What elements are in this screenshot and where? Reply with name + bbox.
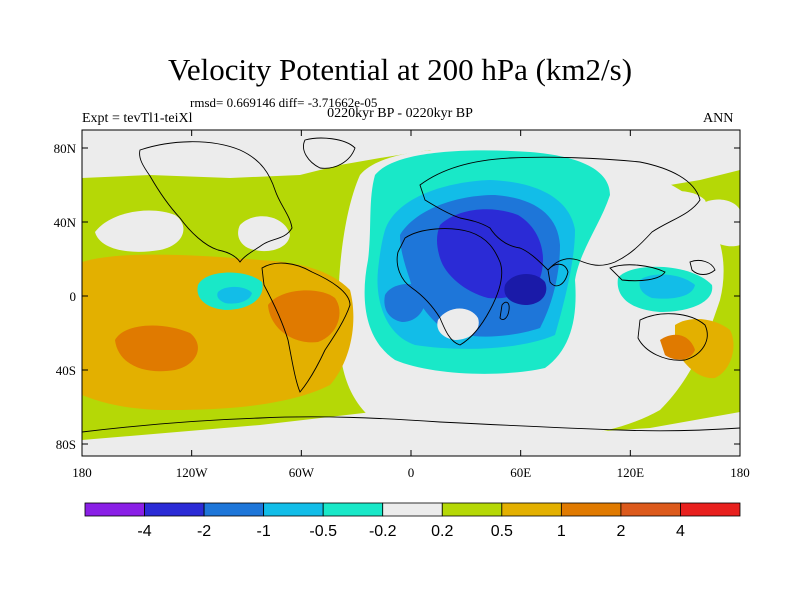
colorbar-level-label: 2 <box>616 523 625 540</box>
colorbar-level-label: 4 <box>676 523 685 540</box>
lon-tick-label: 60E <box>510 465 531 480</box>
season-label: ANN <box>703 111 734 126</box>
colorbar-level-label: -0.2 <box>369 523 397 540</box>
contour-pos-0.5-east-pacific <box>82 254 354 410</box>
contour-neg-1-west-pacific <box>639 274 695 299</box>
contour-near-zero-caribbean <box>238 216 290 252</box>
colorbar-swatch <box>620 502 681 517</box>
colorbar-level-label: 0.5 <box>491 523 513 540</box>
colorbar-swatch <box>560 502 622 517</box>
contour-pos-1-south-pacific <box>115 325 198 372</box>
colorbar-swatch <box>680 502 741 517</box>
lon-tick-label: 120W <box>176 465 209 480</box>
contour-near-zero-pacific <box>95 210 184 252</box>
map-title: Velocity Potential at 200 hPa (km2/s) <box>167 52 633 87</box>
contour-near-zero-southern-africa <box>437 308 479 340</box>
lon-tick-label: 180 <box>730 465 750 480</box>
lon-tick-label: 0 <box>408 465 415 480</box>
contour-neg-1-gulf-guinea <box>384 284 426 322</box>
lat-tick-label: 80N <box>54 141 77 156</box>
experiment-label: Expt = tevTl1-teiXl <box>82 111 193 126</box>
contour-near-zero-east-asia <box>640 190 715 230</box>
lon-tick-label: 180 <box>72 465 92 480</box>
colorbar <box>84 502 741 517</box>
colorbar-labels: -4 -2 -1 -0.5 -0.2 0.2 0.5 1 2 4 <box>137 523 685 540</box>
colorbar-level-label: -1 <box>257 523 271 540</box>
contour-neg-1-east-pacific <box>217 286 252 304</box>
coastlines <box>82 137 740 433</box>
lat-tick-label: 80S <box>56 437 76 452</box>
lat-tick-label: 0 <box>70 289 77 304</box>
colorbar-swatch <box>144 502 205 517</box>
colorbar-swatch <box>322 502 384 517</box>
contour-field <box>82 130 740 456</box>
colorbar-swatch <box>263 502 324 517</box>
colorbar-level-label: -2 <box>197 523 211 540</box>
lat-tick-label: 40N <box>54 215 77 230</box>
contour-pos-1-coral-sea <box>660 334 695 360</box>
colorbar-swatch <box>382 502 443 517</box>
contour-neg-4-indian-ocean <box>504 274 547 305</box>
colorbar-swatch <box>501 502 562 517</box>
lon-tick-label: 120E <box>617 465 645 480</box>
contour-pos-1-south-america <box>268 290 340 343</box>
axis-ticks <box>81 130 741 456</box>
colorbar-level-label: 0.2 <box>431 523 453 540</box>
axis-tick-labels: 180 120W 60W 0 60E 120E 180 80N 40N 0 40S 80S <box>54 141 750 480</box>
contour-pos-0.5-australia <box>675 318 734 379</box>
period-label: 0220kyr BP - 0220kyr BP <box>327 106 473 121</box>
lon-tick-label: 60W <box>289 465 315 480</box>
colorbar-level-label: -0.5 <box>309 523 337 540</box>
colorbar-swatch <box>441 502 503 517</box>
colorbar-swatch <box>203 502 265 517</box>
colorbar-level-label: 1 <box>557 523 566 540</box>
colorbar-swatch <box>84 502 145 517</box>
colorbar-level-label: -4 <box>137 523 151 540</box>
lat-tick-label: 40S <box>56 363 76 378</box>
stats-label: rmsd= 0.669146 diff= -3.71662e-05 <box>190 95 378 110</box>
